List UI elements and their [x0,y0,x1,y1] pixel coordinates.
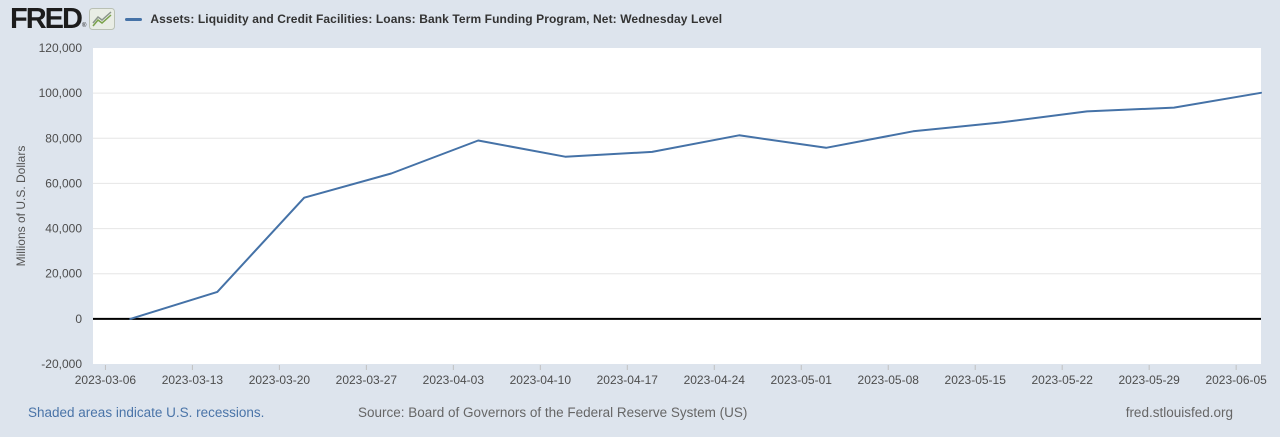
x-axis-tick-label: 2023-04-03 [423,373,485,387]
registered-mark: ® [81,22,87,29]
x-axis-tick-label: 2023-03-13 [162,373,224,387]
x-axis-tick-label: 2023-04-10 [510,373,572,387]
plot-area[interactable] [93,48,1261,364]
fred-logo-chart-icon [89,8,116,30]
fred-wordmark: FRED [10,2,83,35]
y-axis-tick-label: 0 [75,312,82,326]
fred-url: fred.stlouisfed.org [1125,405,1233,420]
x-axis-tick-label: 2023-04-24 [684,373,746,387]
series-legend-label: Assets: Liquidity and Credit Facilities:… [150,12,723,26]
x-axis-tick-label: 2023-06-05 [1205,373,1267,387]
legend-line-swatch [125,17,143,21]
x-axis-tick-label: 2023-05-29 [1118,373,1180,387]
y-axis-title: Millions of U.S. Dollars [14,145,28,267]
x-axis-tick-label: 2023-03-20 [249,373,311,387]
y-axis-tick-label: 80,000 [45,131,82,145]
x-axis-tick-label: 2023-04-17 [597,373,659,387]
y-axis-tick-label: 60,000 [45,176,82,190]
fred-logo[interactable]: FRED ® [10,2,116,35]
x-axis-tick-label: 2023-05-08 [858,373,920,387]
y-axis-tick-label: 120,000 [39,41,83,55]
series-line [129,91,1262,320]
x-axis-tick-label: 2023-05-22 [1031,373,1093,387]
x-axis-tick-label: 2023-03-27 [336,373,398,387]
chart-header: FRED ® Assets: Liquidity and Credit Faci… [0,0,1280,38]
x-axis-tick-label: 2023-05-01 [771,373,833,387]
series-legend: Assets: Liquidity and Credit Facilities:… [125,12,722,26]
x-axis-tick-label: 2023-05-15 [945,373,1007,387]
y-axis-tick-label: 20,000 [45,267,82,281]
source-text: Source: Board of Governors of the Federa… [358,405,748,420]
x-axis-tick-label: 2023-03-06 [75,373,137,387]
recessions-link[interactable]: Shaded areas indicate U.S. recessions. [28,405,265,420]
y-axis-tick-label: 100,000 [39,86,83,100]
y-axis-tick-label: -20,000 [41,357,82,371]
y-axis-tick-label: 40,000 [45,222,82,236]
